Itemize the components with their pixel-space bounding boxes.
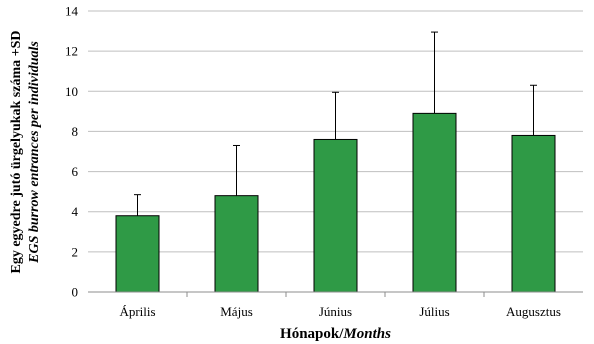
y-tick-label-2: 2 <box>72 244 79 259</box>
x-tick-labels: Április Május Június Július Augusztus <box>119 292 561 319</box>
bars <box>115 112 556 293</box>
x-tick-label-5: Augusztus <box>506 304 561 319</box>
x-tick-label-3: Június <box>319 304 352 319</box>
x-axis-label-hungarian: Hónapok/ <box>280 326 344 342</box>
bar-4 <box>412 112 457 293</box>
y-tick-label-0: 0 <box>72 285 79 300</box>
y-tick-label-14: 14 <box>65 4 79 19</box>
y-tick-label-4: 4 <box>72 204 79 219</box>
bar-2 <box>214 195 259 293</box>
x-tick-label-4: Július <box>419 304 449 319</box>
y-tick-label-8: 8 <box>72 124 79 139</box>
y-tick-label-6: 6 <box>72 164 79 179</box>
y-axis-label-english: EGS burrow entrances per individuals <box>27 41 42 264</box>
y-tick-label-10: 10 <box>65 84 78 99</box>
x-axis-label-english: Months <box>342 326 391 342</box>
bar-5 <box>511 134 556 293</box>
y-axis-label: Egy egyedre jutó ürgelyukak száma +SD <box>9 31 24 274</box>
x-axis-label: Hónapok/Months <box>280 326 391 342</box>
x-tick-label-2: Május <box>220 304 253 319</box>
y-tick-label-12: 12 <box>65 44 78 59</box>
bar-1 <box>115 215 160 293</box>
error-bars <box>134 31 537 216</box>
bar-3 <box>313 138 358 293</box>
x-tick-label-1: Április <box>119 304 155 319</box>
y-tick-labels: 0 2 4 6 8 10 12 14 <box>65 4 79 300</box>
